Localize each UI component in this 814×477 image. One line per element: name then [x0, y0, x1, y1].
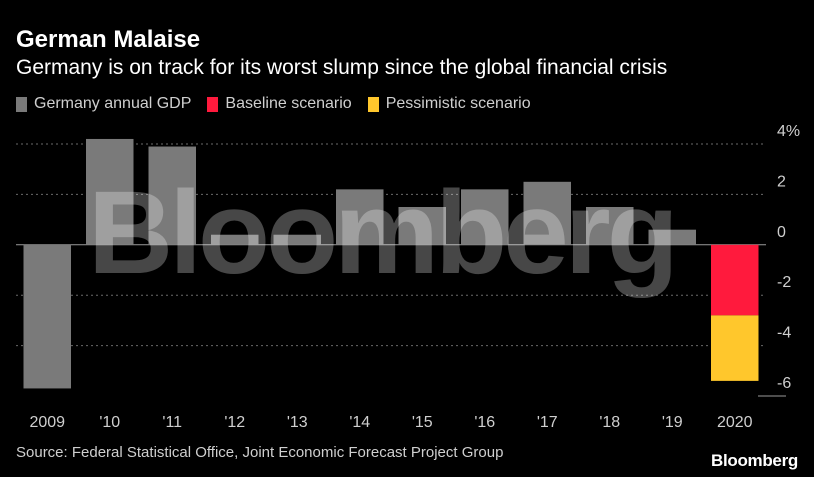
bar-gdp-2 [148, 146, 196, 245]
x-tick-label: '13 [287, 414, 308, 431]
x-tick-label: '12 [224, 414, 245, 431]
source-note: Source: Federal Statistical Office, Join… [16, 444, 504, 461]
bars [23, 138, 759, 389]
bar-gdp-0 [23, 244, 71, 389]
legend-swatch-gdp [16, 96, 27, 112]
chart-subtitle: Germany is on track for its worst slump … [16, 56, 668, 79]
bar-gdp-6 [398, 207, 446, 245]
bar-gdp-9 [586, 207, 634, 245]
legend-item-gdp: Germany annual GDP [16, 95, 191, 113]
legend-item-baseline: Baseline scenario [207, 95, 352, 113]
brand-logo: Bloomberg [710, 451, 798, 470]
y-tick-label: -6 [777, 375, 791, 392]
bar-gdp-10 [648, 229, 696, 245]
x-tick-label: '18 [599, 414, 620, 431]
bar-gdp-4 [273, 234, 321, 245]
legend-label-gdp: Germany annual GDP [34, 95, 192, 112]
x-tick-label: '19 [662, 414, 683, 431]
bar-gdp-5 [336, 189, 384, 245]
bar-gdp-3 [211, 234, 259, 245]
y-tick-label: 4% [777, 123, 800, 140]
x-tick-label: 2020 [717, 414, 753, 431]
legend-swatch-baseline [207, 96, 219, 112]
legend-label-pessimistic: Pessimistic scenario [385, 95, 531, 112]
x-tick-label: '16 [474, 414, 495, 431]
bar-gdp-1 [86, 138, 134, 245]
x-axis-ticks: 2009 '10 '11 '12 '13 '14 '15 '16 '17 '18 '19 2020 [29, 414, 752, 431]
x-tick-label: '11 [162, 414, 182, 431]
x-tick-label: '14 [349, 414, 370, 431]
legend-label-baseline: Baseline scenario [225, 95, 352, 112]
x-tick-label: '17 [537, 414, 558, 431]
chart-title: German Malaise [16, 26, 201, 53]
bar-baseline-11 [711, 244, 759, 316]
y-tick-label: -2 [777, 274, 791, 291]
y-tick-label: 0 [777, 224, 786, 241]
bar-gdp-7 [461, 189, 509, 245]
bar-gdp-8 [523, 181, 571, 245]
x-tick-label: '10 [99, 414, 120, 431]
y-tick-label: -4 [777, 325, 791, 342]
legend-item-pessimistic: Pessimistic scenario [367, 95, 531, 113]
y-tick-label: 2 [777, 173, 786, 190]
y-axis-ticks: 4% 2 0 -2 -4 -6 [777, 123, 800, 392]
bar-pessimistic-11 [711, 315, 759, 381]
legend-swatch-pessimistic [367, 96, 379, 112]
legend: Germany annual GDP Baseline scenario Pes… [16, 95, 531, 113]
grid-lines [16, 143, 786, 397]
x-tick-label: 2009 [29, 414, 65, 431]
x-tick-label: '15 [412, 414, 433, 431]
